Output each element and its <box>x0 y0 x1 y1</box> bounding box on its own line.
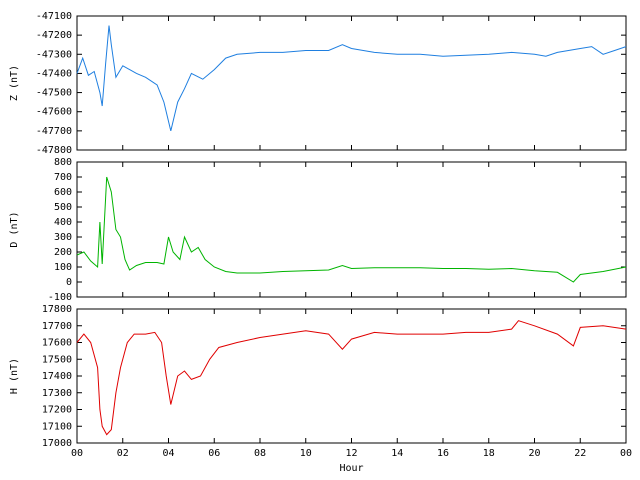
y-tick-label: 17700 <box>42 321 72 332</box>
y-tick-label: 500 <box>54 202 72 213</box>
y-tick-label: -47700 <box>36 126 72 137</box>
x-tick-label: 04 <box>162 448 174 459</box>
y-tick-label: 17200 <box>42 405 72 416</box>
y-tick-label: 800 <box>54 157 72 168</box>
y-tick-label: 100 <box>54 262 72 273</box>
x-tick-label: 14 <box>391 448 403 459</box>
y-tick-label: -47500 <box>36 88 72 99</box>
y-tick-label: 17600 <box>42 338 72 349</box>
y-tick-label: -47300 <box>36 49 72 60</box>
y-tick-label: 600 <box>54 187 72 198</box>
y-tick-label: 0 <box>66 277 72 288</box>
x-tick-label: 10 <box>300 448 312 459</box>
y-tick-label: -47100 <box>36 11 72 22</box>
y-tick-label: 700 <box>54 172 72 183</box>
y-tick-label: 300 <box>54 232 72 243</box>
x-tick-label: 12 <box>345 448 357 459</box>
x-tick-label: 02 <box>117 448 129 459</box>
x-tick-label: 20 <box>528 448 540 459</box>
y-tick-label: 17500 <box>42 354 72 365</box>
y-tick-label: -47400 <box>36 68 72 79</box>
y-tick-label: 400 <box>54 217 72 228</box>
y-axis-label: H (nT) <box>9 358 20 394</box>
y-axis-label: Z (nT) <box>9 65 20 101</box>
y-tick-label: 200 <box>54 247 72 258</box>
y-tick-label: 17100 <box>42 421 72 432</box>
y-tick-label: 17300 <box>42 388 72 399</box>
y-tick-label: 17400 <box>42 371 72 382</box>
y-tick-label: -47600 <box>36 107 72 118</box>
x-axis-label: Hour <box>339 463 363 474</box>
y-tick-label: -47800 <box>36 145 72 156</box>
x-tick-label: 08 <box>254 448 266 459</box>
x-tick-label: 00 <box>620 448 632 459</box>
x-tick-label: 22 <box>574 448 586 459</box>
y-tick-label: 17000 <box>42 438 72 449</box>
x-tick-label: 00 <box>71 448 83 459</box>
y-axis-label: D (nT) <box>9 211 20 247</box>
x-tick-label: 18 <box>483 448 495 459</box>
y-tick-label: 17800 <box>42 304 72 315</box>
y-tick-label: -100 <box>48 292 72 303</box>
x-tick-label: 06 <box>208 448 220 459</box>
data-line <box>76 320 627 436</box>
data-line <box>76 176 627 283</box>
data-line <box>76 25 627 132</box>
plot-frame <box>76 161 627 298</box>
x-tick-label: 16 <box>437 448 449 459</box>
y-tick-label: -47200 <box>36 30 72 41</box>
plot-frame <box>76 15 627 151</box>
